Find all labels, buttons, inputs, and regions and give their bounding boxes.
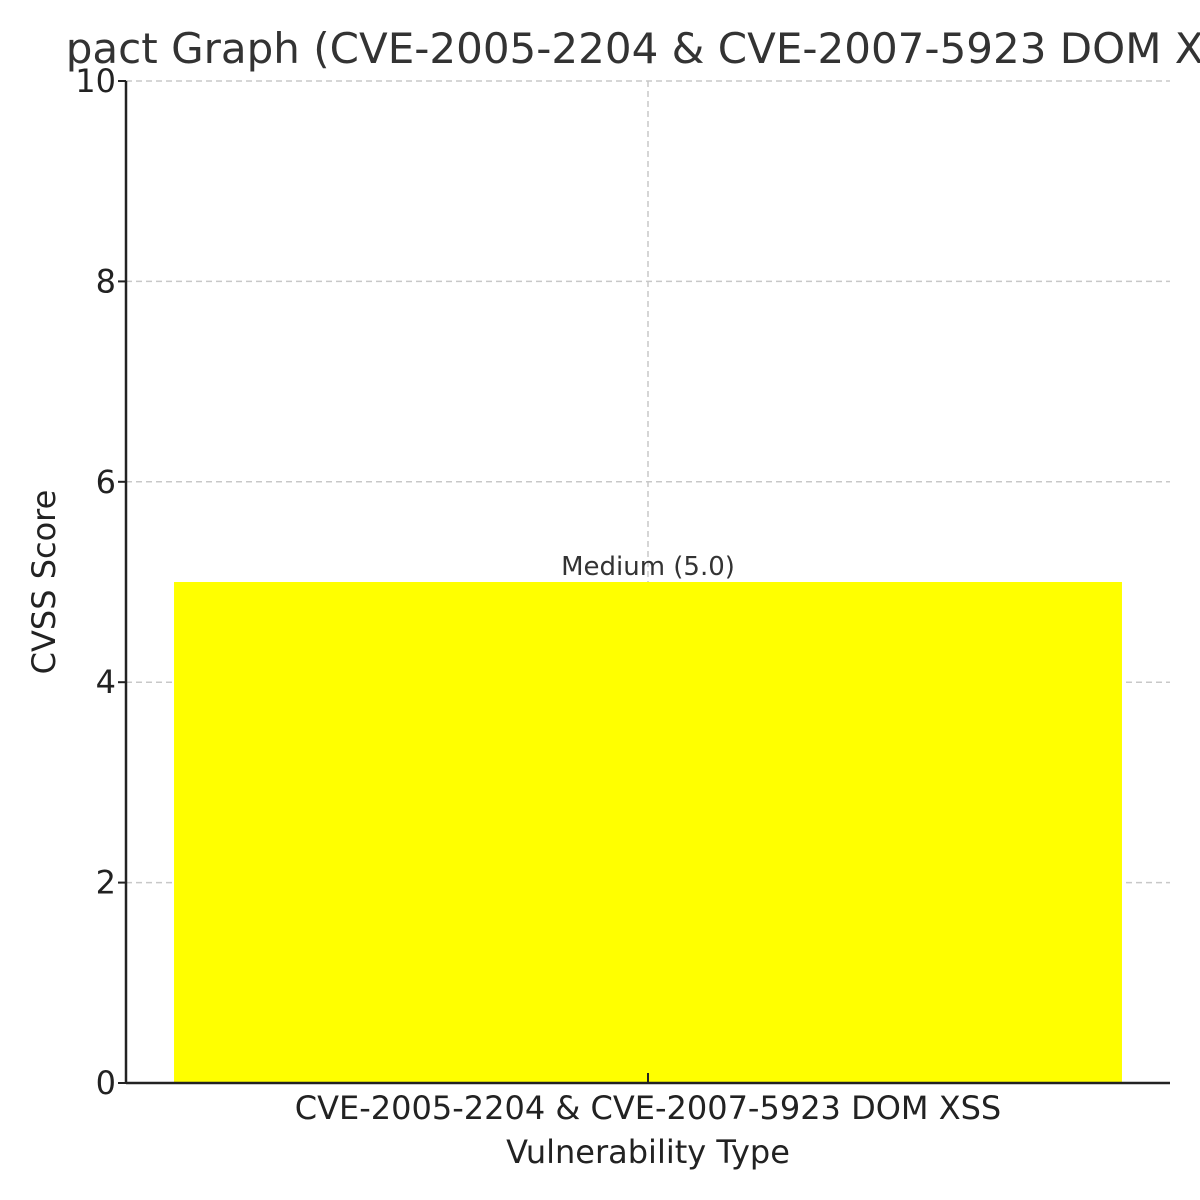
bar: [174, 582, 1122, 1083]
y-tick-label: 8: [96, 262, 116, 300]
y-tick-label: 4: [96, 663, 116, 701]
bars-layer: [174, 582, 1122, 1083]
bar-data-label: Medium (5.0): [561, 552, 735, 582]
y-tick-label: 2: [96, 864, 116, 902]
ticks-layer: 0 2 4 6 8 10: [75, 62, 649, 1102]
y-tick-label: 10: [75, 62, 116, 100]
x-tick-label: CVE-2005-2204 & CVE-2007-5923 DOM XSS: [295, 1089, 1001, 1127]
labels-layer: CVE-2005-2204 & CVE-2007-5923 DOM XSS Med…: [295, 552, 1001, 1127]
y-axis-label: CVSS Score: [25, 490, 63, 675]
chart-title: pact Graph (CVE-2005-2204 & CVE-2007-592…: [66, 24, 1200, 73]
x-axis-label: Vulnerability Type: [506, 1133, 790, 1171]
y-tick-label: 6: [96, 463, 116, 501]
y-tick-label: 0: [96, 1064, 116, 1102]
